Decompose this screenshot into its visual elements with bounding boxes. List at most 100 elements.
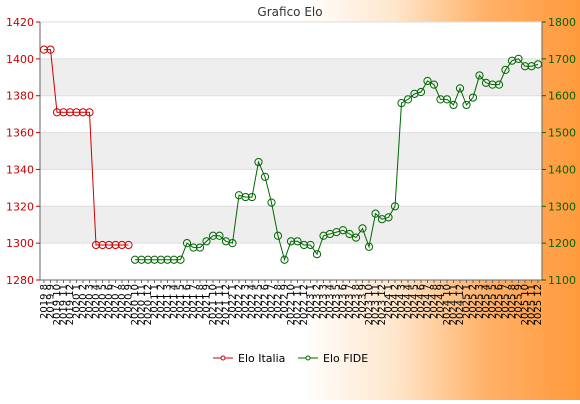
x-tick-label: 2024 10 — [442, 284, 453, 325]
x-tick-label: 2023 2 — [312, 284, 323, 319]
x-tick-label: 2021 2 — [156, 284, 167, 319]
legend: Elo Italia Elo FIDE — [213, 352, 368, 365]
data-point — [429, 80, 439, 89]
x-tick-label: 2022 11 — [293, 284, 304, 325]
data-point — [286, 237, 296, 246]
x-tick-label: 2019 9 — [46, 284, 57, 319]
x-tick-label: 2020 9 — [124, 284, 135, 319]
x-tick-label: 2025 1 — [462, 284, 473, 319]
left-tick-label: 1340 — [6, 163, 34, 176]
data-point — [494, 80, 504, 89]
data-point — [442, 95, 452, 104]
data-point — [46, 45, 55, 54]
data-point — [91, 240, 101, 250]
x-tick-label: 2020 1 — [72, 284, 83, 319]
series-line — [135, 58, 539, 262]
x-tick-label: 2020 3 — [85, 284, 96, 319]
data-point — [59, 108, 68, 117]
data-point — [488, 80, 497, 89]
right-tick-label: 1300 — [548, 200, 576, 213]
series-layer — [39, 45, 543, 264]
x-tick-label: 2025 6 — [494, 284, 505, 319]
x-tick-label: 2019 11 — [59, 284, 70, 325]
x-tick-label: 2022 1 — [228, 284, 239, 319]
legend-item-elo-italia[interactable]: Elo Italia — [213, 352, 285, 365]
x-tick-label: 2024 7 — [423, 284, 434, 319]
x-tick-label: 2024 3 — [397, 284, 408, 319]
chart-title: Grafico Elo — [257, 5, 322, 19]
x-tick-label: 2021 5 — [176, 284, 187, 319]
x-tick-label: 2023 5 — [332, 284, 343, 319]
data-point — [397, 98, 406, 108]
data-point — [390, 202, 400, 211]
x-tick-label: 2023 12 — [377, 284, 388, 325]
x-tick-label: 2020 10 — [130, 284, 141, 325]
series-elo-fide — [130, 54, 543, 264]
x-tick-label: 2022 4 — [247, 284, 258, 319]
data-point — [306, 240, 315, 250]
x-tick-label: 2023 4 — [325, 284, 336, 319]
data-point — [104, 240, 114, 250]
x-tick-label: 2022 10 — [286, 284, 297, 325]
data-point — [169, 255, 179, 264]
data-point — [338, 226, 348, 235]
data-point — [520, 62, 530, 71]
x-tick-label: 2021 7 — [189, 284, 200, 319]
x-tick-label: 2020 5 — [98, 284, 109, 319]
right-tick-label: 1700 — [548, 53, 576, 66]
data-point — [241, 192, 250, 202]
x-tick-label: 2022 8 — [273, 284, 284, 319]
data-point — [254, 157, 263, 167]
data-point — [260, 172, 270, 181]
data-point — [228, 239, 237, 248]
x-tick-label: 2025 4 — [481, 284, 492, 319]
data-point — [202, 237, 211, 246]
x-tick-label: 2022 9 — [280, 284, 291, 319]
x-tick-label: 2021 11 — [215, 284, 226, 325]
data-point — [423, 76, 432, 86]
x-tick-label: 2020 11 — [137, 284, 148, 325]
data-point — [514, 54, 523, 63]
x-tick-label: 2024 5 — [410, 284, 421, 319]
data-point — [436, 95, 445, 104]
x-tick-label: 2020 12 — [143, 284, 154, 325]
x-tick-label: 2021 10 — [208, 284, 219, 325]
data-point — [449, 100, 458, 110]
data-point — [150, 255, 159, 264]
right-tick-label: 1400 — [548, 163, 576, 176]
data-point — [78, 108, 88, 117]
right-tick-label: 1600 — [548, 90, 576, 103]
x-tick-label: 2022 2 — [234, 284, 245, 319]
data-point — [280, 255, 289, 264]
x-tick-label: 2022 5 — [254, 284, 265, 319]
data-point — [416, 87, 426, 97]
data-point — [384, 213, 393, 222]
left-y-axis: 1280 1300 1320 1340 1360 1380 1400 1420 — [6, 16, 41, 287]
data-point — [111, 240, 120, 250]
data-point — [364, 242, 374, 251]
data-point — [345, 229, 354, 239]
x-tick-label: 2020 2 — [78, 284, 89, 319]
x-tick-label: 2023 8 — [351, 284, 362, 319]
right-tick-label: 1100 — [548, 274, 576, 287]
data-point — [293, 237, 302, 246]
x-tick-label: 2025 2 — [468, 284, 479, 319]
x-tick-label: 2025 12 — [533, 284, 544, 325]
x-tick-label: 2023 11 — [371, 284, 382, 325]
x-tick-label: 2022 7 — [267, 284, 278, 319]
left-tick-label: 1420 — [6, 16, 34, 29]
data-point — [312, 250, 322, 259]
legend-label-elo-fide: Elo FIDE — [323, 352, 368, 365]
x-tick-label: 2022 3 — [241, 284, 252, 319]
x-tick-label: 2024 1 — [384, 284, 395, 319]
data-point — [143, 255, 153, 264]
legend-swatch-elo-italia-marker — [220, 355, 226, 361]
legend-item-elo-fide[interactable]: Elo FIDE — [298, 352, 368, 365]
right-tick-label: 1800 — [548, 16, 576, 29]
left-tick-label: 1320 — [6, 200, 34, 213]
x-tick-label: 2021 4 — [169, 284, 180, 319]
x-tick-label: 2022 12 — [299, 284, 310, 325]
